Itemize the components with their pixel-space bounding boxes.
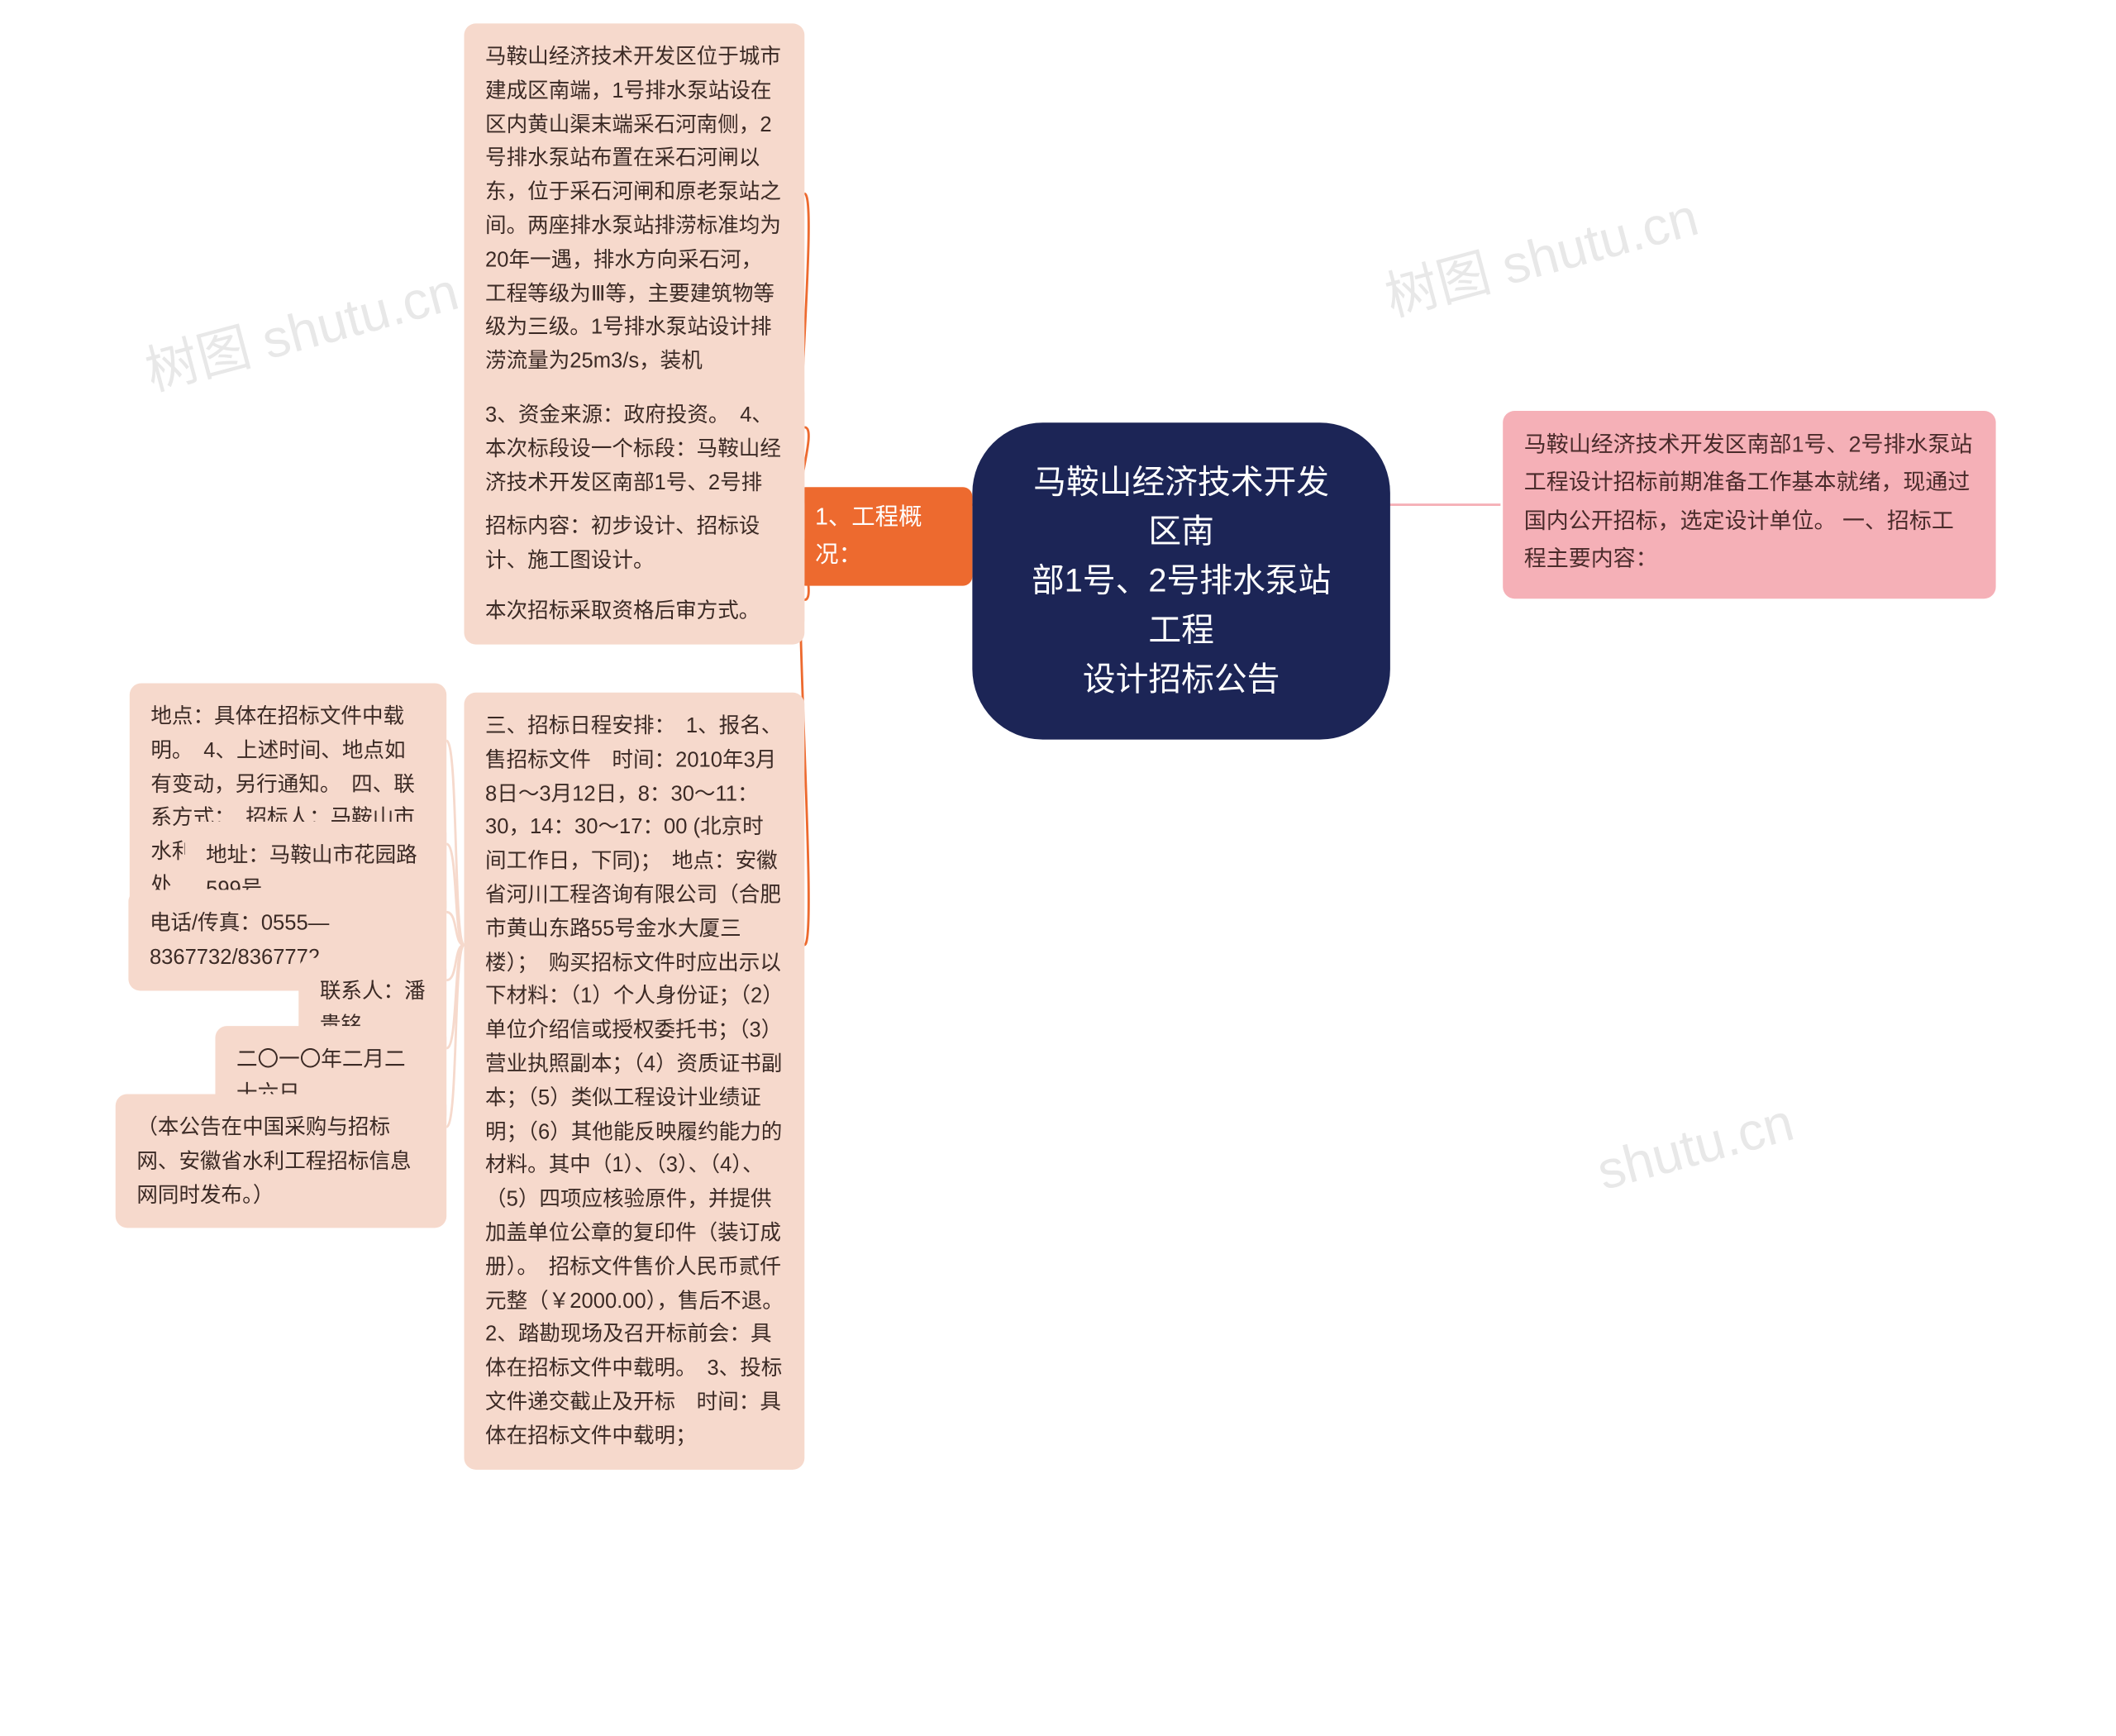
watermark: 树图 shutu.cn (136, 249, 465, 405)
detail-leaf-6: （本公告在中国采购与招标网、安徽省水利工程招标信息网同时发布。） (116, 1094, 446, 1228)
edge (446, 844, 464, 945)
center-node: 马鞍山经济技术开发区南部1号、2号排水泵站工程设计招标公告 (972, 422, 1390, 739)
upper-leaf-4: 本次招标采取资格后审方式。 (465, 578, 805, 645)
edge (446, 945, 464, 1048)
section-node[interactable]: 1、工程概况： (796, 487, 972, 585)
right-branch-node: 马鞍山经济技术开发区南部1号、2号排水泵站工程设计招标前期准备工作基本就绪，现通… (1503, 411, 1995, 599)
edge (446, 945, 464, 980)
watermark: shutu.cn (1591, 1091, 1800, 1202)
schedule-leaf: 三、招标日程安排： 1、报名、售招标文件 时间：2010年3月8日～3月12日，… (465, 693, 805, 1469)
edge (446, 912, 464, 945)
edge (446, 945, 464, 1127)
watermark: 树图 shutu.cn (1376, 174, 1705, 331)
edge (446, 741, 464, 945)
